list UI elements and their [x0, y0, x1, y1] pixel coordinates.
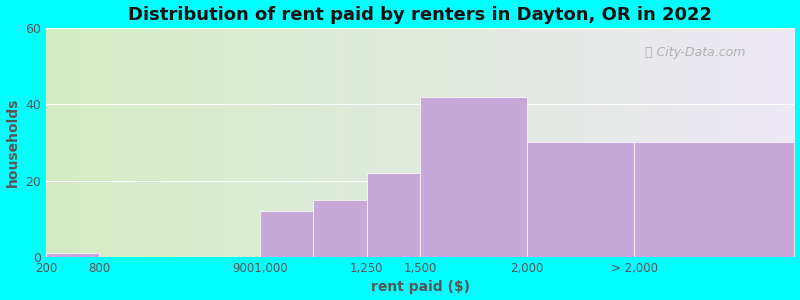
Bar — [314, 200, 366, 257]
Text: ⓘ City-Data.com: ⓘ City-Data.com — [645, 46, 745, 59]
Title: Distribution of rent paid by renters in Dayton, OR in 2022: Distribution of rent paid by renters in … — [128, 6, 712, 24]
Bar — [46, 253, 99, 257]
Bar — [527, 142, 634, 257]
X-axis label: rent paid ($): rent paid ($) — [370, 280, 470, 294]
Y-axis label: households: households — [6, 98, 19, 187]
Bar — [366, 173, 420, 257]
Bar — [420, 97, 527, 257]
Bar — [634, 142, 794, 257]
Bar — [260, 211, 314, 257]
